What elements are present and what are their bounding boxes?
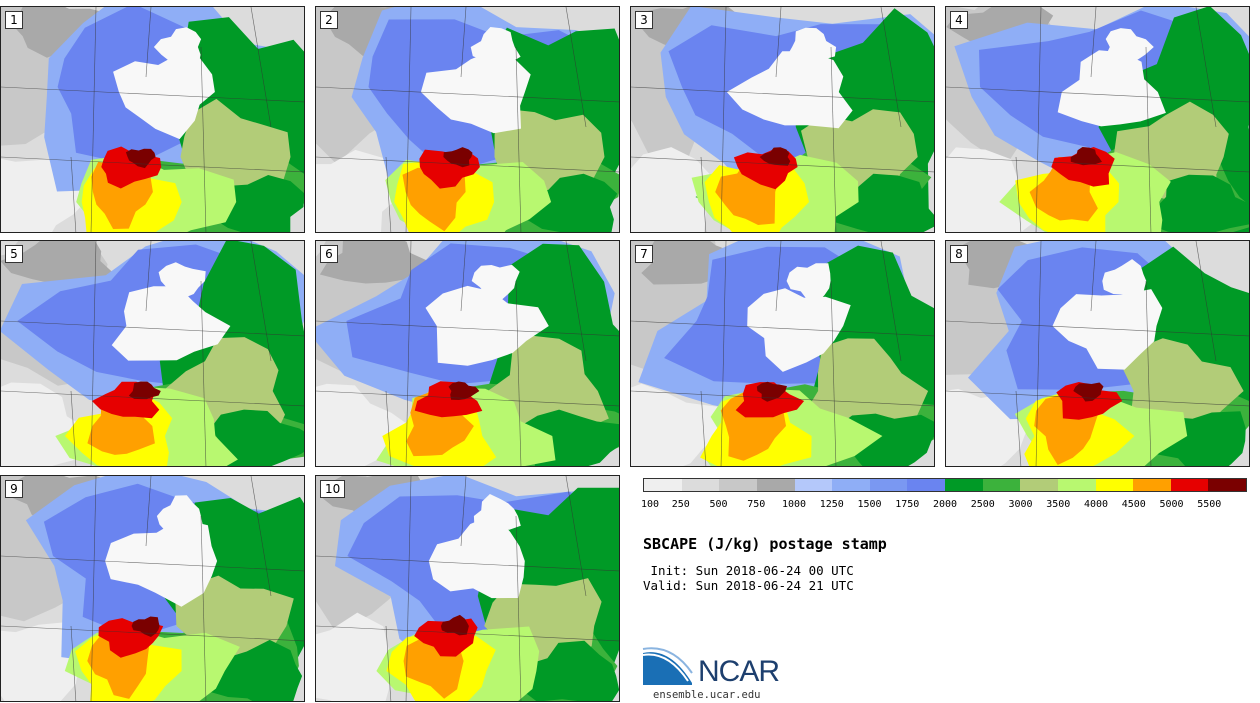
ensemble-member-panel: 3 (630, 6, 935, 233)
colorbar-swatch (1095, 479, 1134, 491)
member-number-label: 6 (320, 245, 338, 263)
sbcape-map (946, 241, 1249, 466)
colorbar-swatch (1133, 479, 1171, 491)
ensemble-member-panel: 9 (0, 475, 305, 702)
colorbar-swatch (1057, 479, 1096, 491)
figure-title: SBCAPE (J/kg) postage stamp (643, 535, 887, 553)
ensemble-member-panel: 4 (945, 6, 1250, 233)
ensemble-member-panel: 5 (0, 240, 305, 467)
colorbar-tick-label: 500 (709, 499, 728, 510)
colorbar-swatch (1020, 479, 1058, 491)
ncar-logo-icon (642, 647, 693, 685)
member-number-label: 9 (5, 480, 23, 498)
member-number-label: 8 (950, 245, 968, 263)
colorbar-tick-label: 2500 (970, 499, 995, 510)
colorbar-swatch (1208, 479, 1246, 491)
ensemble-member-panel: 10 (315, 475, 620, 702)
sbcape-map (1, 476, 304, 701)
colorbar-labels: 100 250 500 750 1000 1250 1500 1750 2000 2500 3000… (641, 499, 1247, 513)
colorbar-swatch (756, 479, 795, 491)
sbcape-map (316, 241, 619, 466)
member-number-label: 2 (320, 11, 338, 29)
member-number-label: 4 (950, 11, 968, 29)
sbcape-map (631, 7, 934, 232)
colorbar-tick-label: 3000 (1008, 499, 1033, 510)
colorbar-tick-label: 5500 (1197, 499, 1222, 510)
colorbar-swatch (832, 479, 870, 491)
colorbar-tick-label: 250 (671, 499, 690, 510)
sbcape-map (316, 476, 619, 701)
colorbar-tick-label: 5000 (1159, 499, 1184, 510)
sbcape-map (1, 7, 304, 232)
colorbar-swatch (794, 479, 833, 491)
colorbar-swatch (719, 479, 757, 491)
member-number-label: 5 (5, 245, 23, 263)
ensemble-member-panel: 1 (0, 6, 305, 233)
member-number-label: 3 (635, 11, 653, 29)
colorbar-tick-label: 100 (641, 499, 660, 510)
colorbar-swatch (907, 479, 945, 491)
colorbar-tick-label: 4500 (1121, 499, 1146, 510)
sbcape-map (946, 7, 1249, 232)
sbcape-map (1, 241, 304, 466)
colorbar-swatch (869, 479, 908, 491)
ensemble-member-panel: 7 (630, 240, 935, 467)
init-time: Init: Sun 2018-06-24 00 UTC (643, 563, 854, 578)
sbcape-map (631, 241, 934, 466)
colorbar-tick-label: 1750 (895, 499, 920, 510)
member-number-label: 7 (635, 245, 653, 263)
colorbar-swatch (644, 479, 682, 491)
colorbar-swatch (1170, 479, 1209, 491)
colorbar-tick-label: 750 (747, 499, 766, 510)
colorbar-tick-label: 2000 (932, 499, 958, 510)
colorbar-tick-label: 1500 (857, 499, 882, 510)
colorbar-swatch (945, 479, 983, 491)
colorbar-tick-label: 3500 (1046, 499, 1071, 510)
ensemble-member-panel: 6 (315, 240, 620, 467)
member-number-label: 10 (320, 480, 346, 498)
colorbar-tick-label: 1000 (781, 499, 807, 510)
valid-time: Valid: Sun 2018-06-24 21 UTC (643, 578, 854, 593)
sbcape-map (316, 7, 619, 232)
colorbar-swatch (681, 479, 720, 491)
ensemble-member-panel: 2 (315, 6, 620, 233)
colorbar-tick-label: 4000 (1083, 499, 1109, 510)
colorbar (643, 478, 1247, 492)
logo-wordmark: NCAR (698, 655, 780, 688)
member-number-label: 1 (5, 11, 23, 29)
ensemble-member-panel: 8 (945, 240, 1250, 467)
logo-url: ensemble.ucar.edu (653, 689, 761, 701)
colorbar-tick-label: 1250 (819, 499, 844, 510)
colorbar-swatch (982, 479, 1021, 491)
